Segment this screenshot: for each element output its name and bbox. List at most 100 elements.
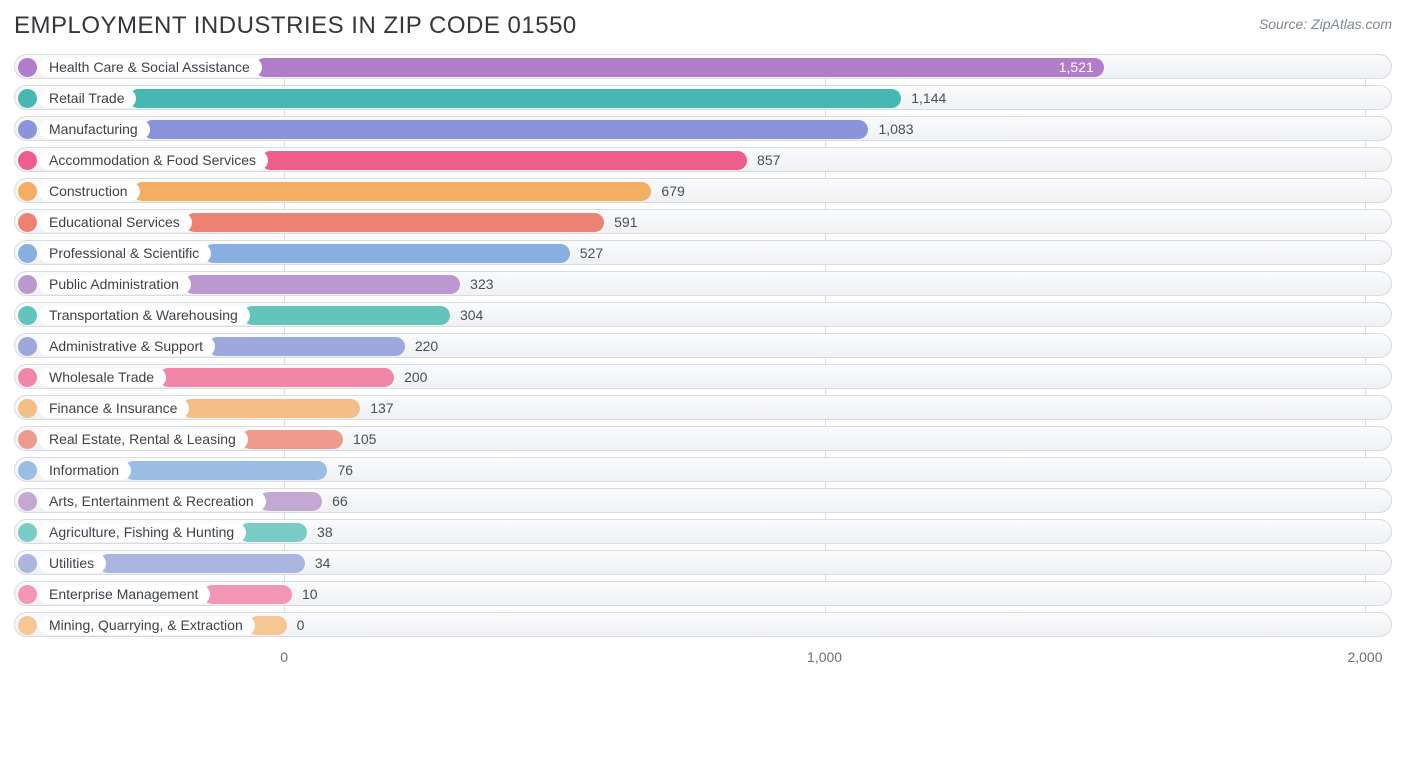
bar-row: Transportation & Warehousing 304 [14, 302, 1392, 327]
bar-category-label: Utilities [39, 554, 106, 573]
x-tick-label: 0 [280, 649, 288, 665]
bar-value-label: 857 [757, 148, 780, 173]
bar-category-label: Administrative & Support [39, 337, 215, 356]
bar-cap [18, 368, 37, 387]
bar-category-label: Finance & Insurance [39, 399, 189, 418]
bar-track: Public Administration323 [14, 271, 1392, 296]
bar-row: Information76 [14, 457, 1392, 482]
bar-value-label: 10 [302, 582, 318, 607]
bar-value-label: 591 [614, 210, 637, 235]
bar-value-label: 1,144 [911, 86, 946, 111]
bar-track: Professional & Scientific 527 [14, 240, 1392, 265]
chart-area: Health Care & Social Assistance1,521 Reta… [14, 54, 1392, 669]
bar-cap [18, 151, 37, 170]
bar-track: Health Care & Social Assistance1,521 [14, 54, 1392, 79]
bar-row: Public Administration323 [14, 271, 1392, 296]
bar-row: Educational Services 591 [14, 209, 1392, 234]
bar-value-label: 527 [580, 241, 603, 266]
bar-fill [159, 368, 394, 387]
bar-cap [18, 275, 37, 294]
bar-fill [239, 523, 307, 542]
bar-fill [99, 554, 305, 573]
bar-track: Educational Services 591 [14, 209, 1392, 234]
bar-cap [18, 492, 37, 511]
bar-value-label: 66 [332, 489, 348, 514]
bar-track: Information76 [14, 457, 1392, 482]
bar-category-label: Health Care & Social Assistance [39, 58, 262, 77]
bar-cap [18, 616, 37, 635]
bar-row: Manufacturing 1,083 [14, 116, 1392, 141]
bar-fill [261, 151, 747, 170]
bar-row: Accommodation & Food Services 857 [14, 147, 1392, 172]
bar-cap [18, 430, 37, 449]
bar-cap [18, 554, 37, 573]
bar-category-label: Professional & Scientific [39, 244, 211, 263]
bar-container: Health Care & Social Assistance1,521 Reta… [14, 54, 1392, 637]
bar-fill [208, 337, 405, 356]
bar-track: Manufacturing 1,083 [14, 116, 1392, 141]
bar-track: Accommodation & Food Services 857 [14, 147, 1392, 172]
bar-fill [133, 182, 651, 201]
bar-track: Administrative & Support 220 [14, 333, 1392, 358]
bar-cap [18, 461, 37, 480]
source-attribution: Source: ZipAtlas.com [1259, 16, 1392, 32]
bar-fill [143, 120, 868, 139]
bar-value-label: 679 [661, 179, 684, 204]
bar-row: Wholesale Trade 200 [14, 364, 1392, 389]
bar-cap [18, 182, 37, 201]
bar-fill [203, 585, 292, 604]
bar-row: Utilities 34 [14, 550, 1392, 575]
bar-row: Finance & Insurance137 [14, 395, 1392, 420]
bar-cap [18, 213, 37, 232]
bar-row: Mining, Quarrying, & Extraction0 [14, 612, 1392, 637]
bar-value-label: 200 [404, 365, 427, 390]
x-axis: 01,0002,000 [14, 643, 1392, 669]
bar-category-label: Information [39, 461, 131, 480]
bar-category-label: Mining, Quarrying, & Extraction [39, 616, 255, 635]
bar-value-label: 34 [315, 551, 331, 576]
bar-value-label: 323 [470, 272, 493, 297]
bar-row: Health Care & Social Assistance1,521 [14, 54, 1392, 79]
bar-fill [259, 492, 322, 511]
bar-category-label: Educational Services [39, 213, 192, 232]
bar-category-label: Real Estate, Rental & Leasing [39, 430, 248, 449]
bar-value-label: 220 [415, 334, 438, 359]
bar-value-label: 1,083 [878, 117, 913, 142]
bar-track: Arts, Entertainment & Recreation 66 [14, 488, 1392, 513]
bar-track: Agriculture, Fishing & Hunting 38 [14, 519, 1392, 544]
bar-fill [124, 461, 327, 480]
bar-cap [18, 244, 37, 263]
bar-fill [182, 399, 360, 418]
bar-category-label: Wholesale Trade [39, 368, 166, 387]
bar-value-label: 38 [317, 520, 333, 545]
bar-cap [18, 523, 37, 542]
bar-fill [255, 58, 1104, 77]
bar-track: Transportation & Warehousing 304 [14, 302, 1392, 327]
bar-cap [18, 337, 37, 356]
bar-fill [184, 275, 460, 294]
bar-category-label: Arts, Entertainment & Recreation [39, 492, 266, 511]
bar-row: Real Estate, Rental & Leasing 105 [14, 426, 1392, 451]
bar-track: Utilities 34 [14, 550, 1392, 575]
bar-fill [243, 306, 450, 325]
bar-cap [18, 306, 37, 325]
bar-value-label: 304 [460, 303, 483, 328]
bar-track: Enterprise Management10 [14, 581, 1392, 606]
bar-category-label: Construction [39, 182, 140, 201]
bar-row: Retail Trade 1,144 [14, 85, 1392, 110]
bar-cap [18, 585, 37, 604]
bar-track: Wholesale Trade 200 [14, 364, 1392, 389]
bar-cap [18, 58, 37, 77]
bar-row: Administrative & Support 220 [14, 333, 1392, 358]
bar-category-label: Manufacturing [39, 120, 150, 139]
bar-category-label: Transportation & Warehousing [39, 306, 250, 325]
bar-category-label: Agriculture, Fishing & Hunting [39, 523, 246, 542]
bar-track: Construction 679 [14, 178, 1392, 203]
bar-category-label: Retail Trade [39, 89, 136, 108]
bar-cap [18, 120, 37, 139]
bar-fill [204, 244, 570, 263]
bar-row: Enterprise Management10 [14, 581, 1392, 606]
bar-category-label: Accommodation & Food Services [39, 151, 268, 170]
bar-fill [241, 430, 343, 449]
bar-value-label: 105 [353, 427, 376, 452]
